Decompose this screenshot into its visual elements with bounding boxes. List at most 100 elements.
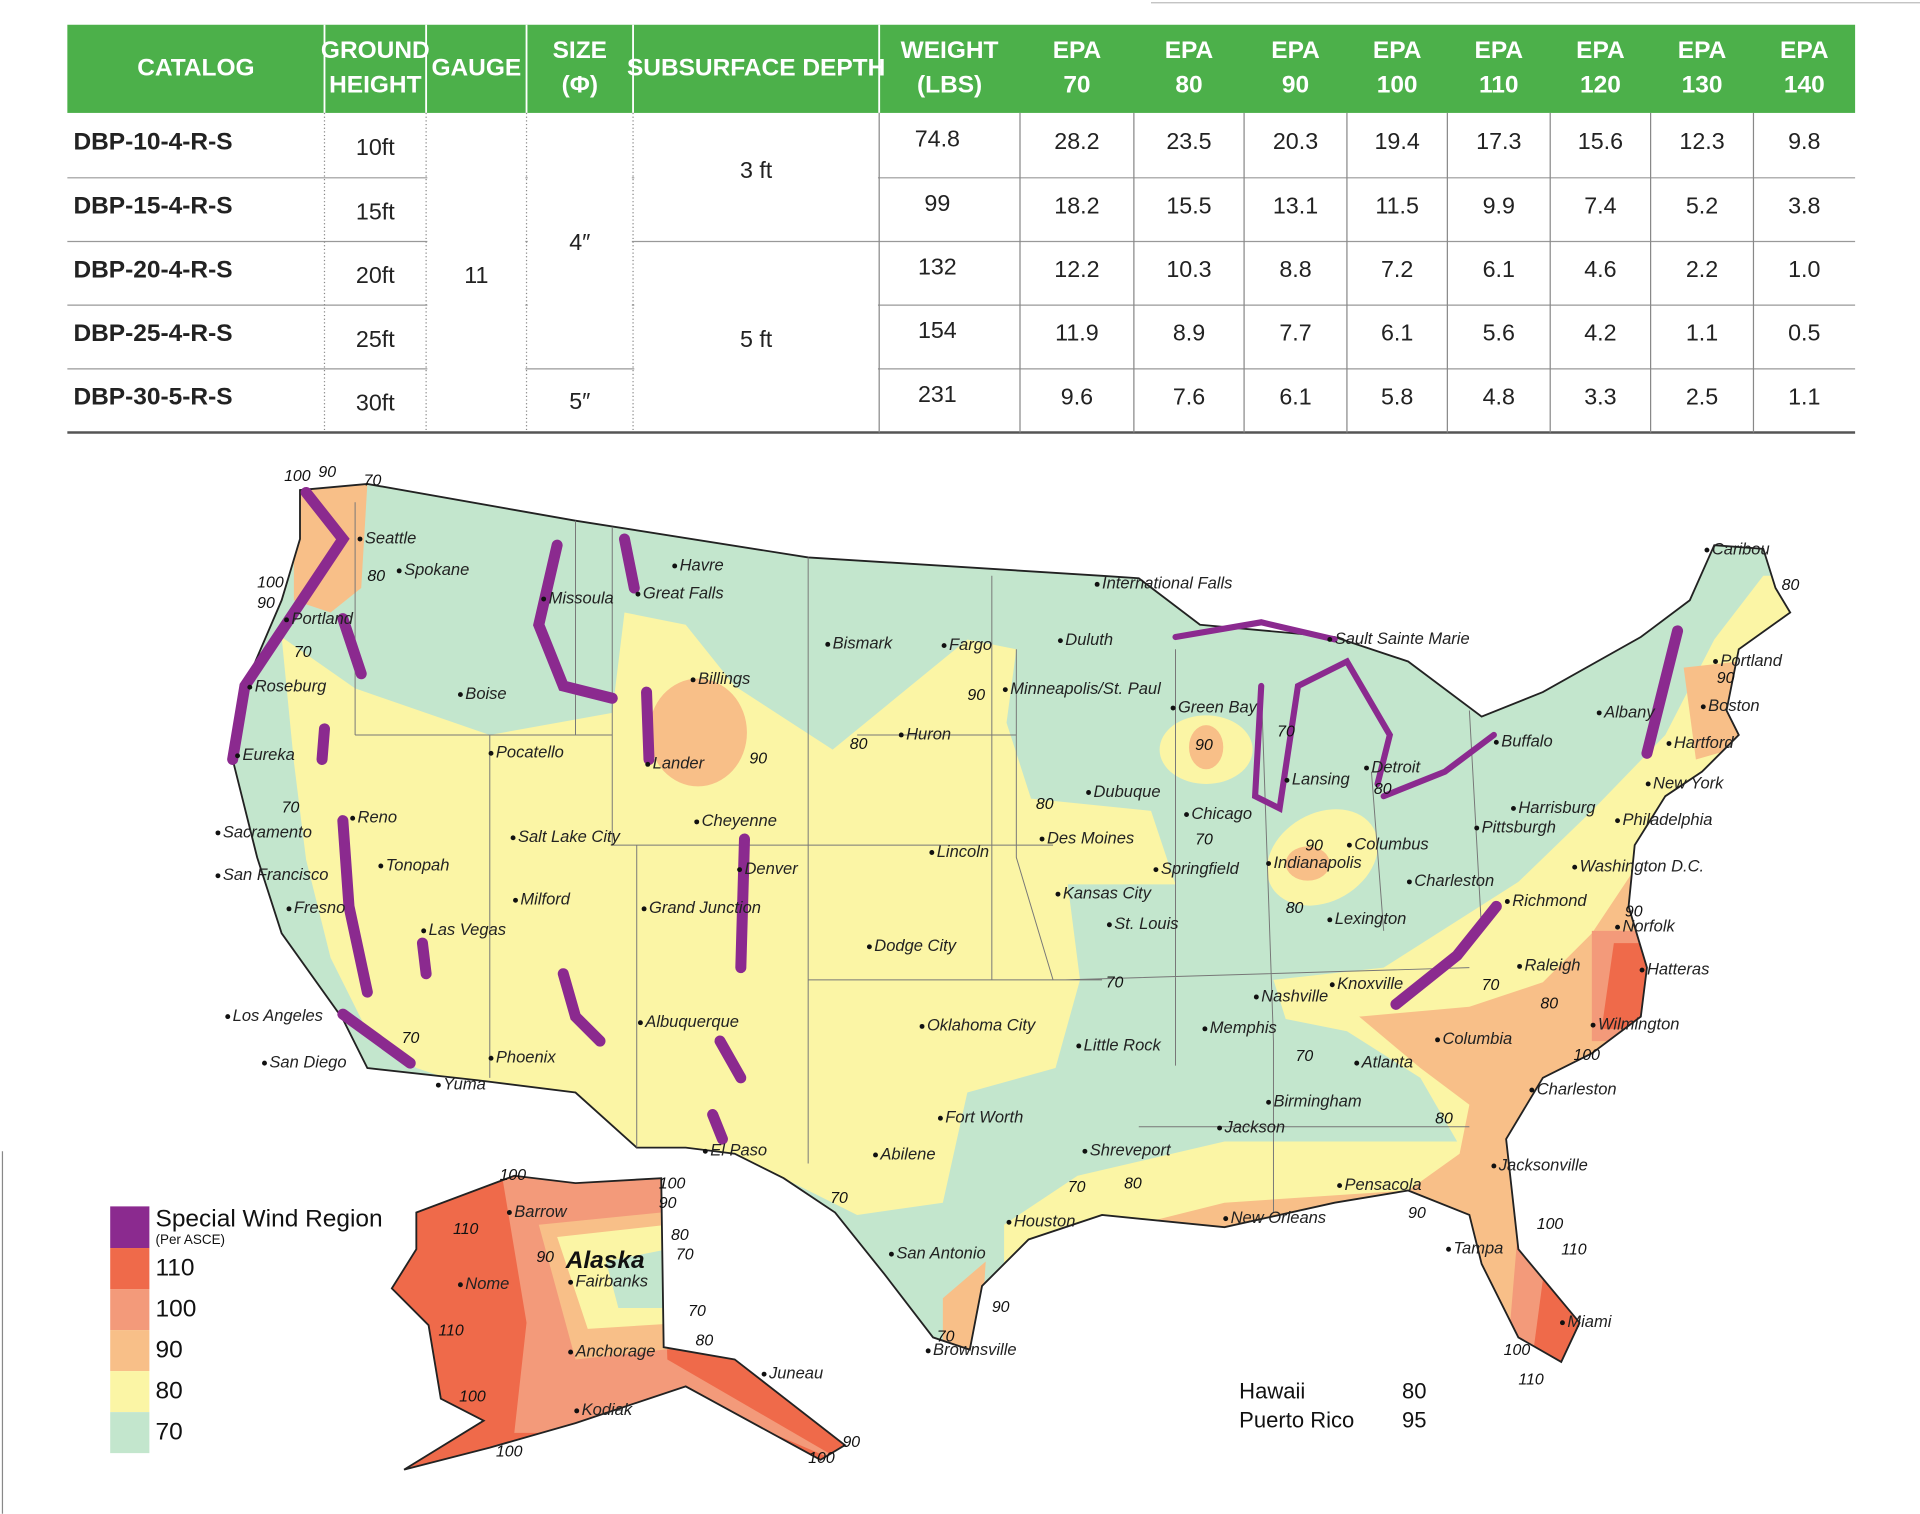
contour-label: 70 — [282, 800, 300, 817]
city-label: Las Vegas — [429, 920, 506, 939]
city-dot — [919, 1023, 925, 1029]
city-label: Missoula — [549, 588, 614, 607]
city-dot — [635, 591, 641, 597]
depth-cell: 5 ft — [740, 326, 773, 352]
city-dot — [1266, 861, 1272, 866]
epa-cell: 6.1 — [1279, 383, 1311, 409]
epa-cell: 13.1 — [1273, 192, 1318, 218]
weight-cell: 231 — [918, 381, 957, 407]
city-dot — [1666, 741, 1672, 746]
city-label: Brownsville — [933, 1340, 1017, 1359]
epa-cell: 1.1 — [1686, 320, 1718, 346]
epa-cell: 28.2 — [1054, 128, 1099, 154]
height-cell: 30ft — [356, 389, 395, 415]
city-label: Milford — [520, 890, 570, 909]
height-cell: 10ft — [356, 134, 395, 160]
header-cell: 100 — [1377, 71, 1418, 98]
city-dot — [1327, 637, 1333, 642]
city-dot — [286, 906, 292, 912]
legend-swatch — [110, 1330, 150, 1372]
contour-label: 90 — [536, 1249, 554, 1266]
depth-cell: 3 ft — [740, 157, 773, 183]
epa-cell: 0.5 — [1788, 320, 1820, 346]
city-dot — [1170, 705, 1176, 711]
city-label: Lincoln — [937, 842, 989, 861]
city-dot — [1700, 704, 1706, 710]
city-label: Buffalo — [1501, 732, 1552, 751]
city-label: Spokane — [404, 560, 469, 579]
epa-cell: 1.0 — [1788, 256, 1820, 282]
legend-swatch — [110, 1248, 150, 1290]
city-label: Norfolk — [1622, 917, 1675, 936]
city-dot — [637, 1020, 643, 1026]
city-label: Denver — [744, 859, 799, 878]
legend-label: 110 — [156, 1254, 195, 1281]
city-label: Havre — [680, 555, 724, 574]
city-label: Cheyenne — [702, 811, 777, 830]
city-dot — [215, 873, 221, 879]
city-dot — [1106, 922, 1112, 928]
city-label: Tampa — [1453, 1239, 1503, 1258]
city-dot — [457, 692, 463, 697]
city-dot — [488, 750, 494, 756]
city-dot — [873, 1152, 878, 1158]
city-dot — [1529, 1087, 1535, 1093]
city-label: Charleston — [1537, 1079, 1617, 1098]
city-dot — [888, 1251, 894, 1257]
city-label: Hartford — [1674, 733, 1734, 752]
city-label: Duluth — [1065, 630, 1113, 649]
city-label: Roseburg — [255, 677, 327, 696]
city-dot — [506, 1210, 512, 1215]
city-label: Nashville — [1261, 986, 1328, 1005]
city-label: Barrow — [514, 1202, 567, 1221]
city-label: Birmingham — [1273, 1092, 1361, 1111]
epa-cell: 8.8 — [1279, 256, 1311, 282]
city-dot — [672, 563, 678, 569]
city-label: Chicago — [1191, 804, 1252, 823]
contour-label: 100 — [459, 1389, 486, 1406]
epa-cell: 11.9 — [1055, 320, 1099, 346]
contour-label: 70 — [1277, 724, 1295, 741]
contour-label: 90 — [967, 687, 985, 704]
city-label: Jacksonville — [1498, 1155, 1588, 1174]
contour-label: 70 — [676, 1247, 694, 1264]
header-cell: EPA — [1053, 37, 1102, 64]
city-label: Los Angeles — [233, 1006, 323, 1025]
city-label: Philadelphia — [1622, 810, 1712, 829]
city-label: Springfield — [1161, 859, 1240, 878]
city-dot — [247, 684, 253, 690]
city-dot — [761, 1371, 767, 1377]
header-cell: EPA — [1678, 37, 1727, 64]
city-dot — [1517, 963, 1523, 969]
contour-label: 90 — [1408, 1205, 1426, 1222]
height-cell: 15ft — [356, 198, 395, 224]
city-label: Boston — [1708, 696, 1759, 715]
city-dot — [1082, 1148, 1088, 1154]
contour-label: 110 — [1561, 1242, 1587, 1259]
city-dot — [1086, 790, 1092, 795]
epa-cell: 9.6 — [1061, 383, 1093, 409]
city-label: Wilmington — [1598, 1015, 1680, 1034]
city-dot — [513, 897, 518, 903]
epa-cell: 4.2 — [1584, 320, 1616, 346]
city-label: Sacramento — [223, 822, 312, 841]
contour-label: 80 — [671, 1227, 689, 1244]
city-dot — [568, 1349, 574, 1355]
contour-label: 70 — [1195, 831, 1213, 848]
city-dot — [1713, 659, 1718, 664]
city-label: Pocatello — [496, 743, 564, 762]
city-label: Lansing — [1292, 770, 1351, 789]
city-label: Indianapolis — [1273, 853, 1361, 872]
height-cell: 20ft — [356, 262, 395, 288]
city-dot — [1284, 777, 1290, 783]
epa-cell: 15.6 — [1578, 128, 1623, 154]
legend-swatch — [110, 1206, 150, 1249]
contour-label: 100 — [496, 1444, 523, 1461]
catalog-cell: DBP-30-5-R-S — [73, 384, 232, 411]
epa-cell: 9.8 — [1788, 128, 1820, 154]
city-dot — [1266, 1099, 1272, 1105]
city-label: Shreveport — [1090, 1141, 1172, 1160]
city-label: Portland — [291, 609, 353, 628]
city-dot — [1327, 917, 1333, 923]
